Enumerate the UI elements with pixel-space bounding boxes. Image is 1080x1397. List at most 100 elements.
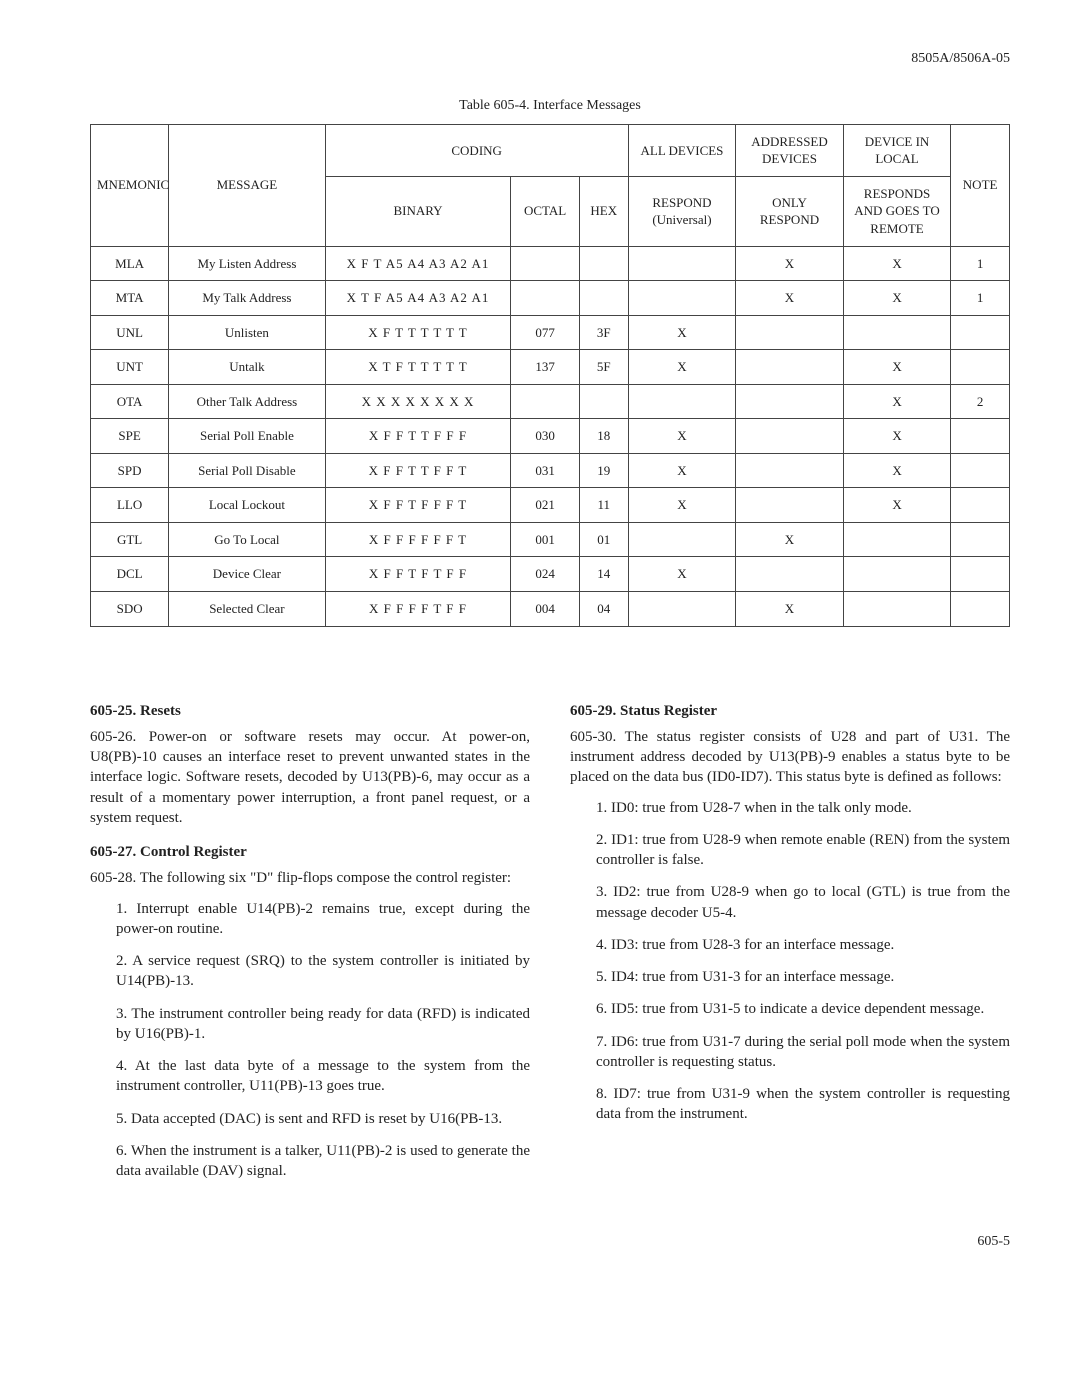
- cell-hex: 01: [579, 522, 628, 557]
- cell-all: X: [628, 315, 736, 350]
- list-item: 2. A service request (SRQ) to the system…: [116, 951, 530, 992]
- cell-msg: Unlisten: [169, 315, 325, 350]
- cell-mnem: SPE: [91, 419, 169, 454]
- th-mnemonic: MNEMONIC: [91, 124, 169, 246]
- cell-addr: X: [736, 522, 844, 557]
- cell-note: [951, 488, 1010, 523]
- cell-all: [628, 591, 736, 626]
- cell-oct: 004: [511, 591, 579, 626]
- cell-hex: 5F: [579, 350, 628, 385]
- cell-oct: [511, 281, 579, 316]
- th-message: MESSAGE: [169, 124, 325, 246]
- cell-note: [951, 419, 1010, 454]
- cell-addr: X: [736, 591, 844, 626]
- cell-msg: Untalk: [169, 350, 325, 385]
- cell-msg: Local Lockout: [169, 488, 325, 523]
- section-title-status-register: 605-29. Status Register: [570, 701, 1010, 721]
- cell-all: X: [628, 557, 736, 592]
- table-row: MTAMy Talk AddressX T F A5 A4 A3 A2 A1XX…: [91, 281, 1010, 316]
- cell-note: 1: [951, 246, 1010, 281]
- left-column: 605-25. Resets 605-26. Power-on or softw…: [90, 687, 530, 1194]
- cell-oct: 077: [511, 315, 579, 350]
- list-item: 4. At the last data byte of a message to…: [116, 1056, 530, 1097]
- cell-addr: [736, 419, 844, 454]
- cell-dev: X: [843, 350, 951, 385]
- cell-hex: 04: [579, 591, 628, 626]
- cell-note: [951, 522, 1010, 557]
- cell-dev: [843, 315, 951, 350]
- cell-dev: X: [843, 246, 951, 281]
- cell-bin: X F T T T T T T: [325, 315, 511, 350]
- table-row: MLAMy Listen AddressX F T A5 A4 A3 A2 A1…: [91, 246, 1010, 281]
- cell-hex: [579, 281, 628, 316]
- section-title-resets: 605-25. Resets: [90, 701, 530, 721]
- cell-oct: [511, 384, 579, 419]
- para-605-26: 605-26. Power-on or software resets may …: [90, 727, 530, 828]
- cell-all: [628, 281, 736, 316]
- cell-msg: Selected Clear: [169, 591, 325, 626]
- cell-bin: X T F T T T T T: [325, 350, 511, 385]
- table-row: UNTUntalkX T F T T T T T1375FXX: [91, 350, 1010, 385]
- cell-addr: [736, 350, 844, 385]
- cell-hex: 11: [579, 488, 628, 523]
- cell-bin: X F F F F T F F: [325, 591, 511, 626]
- list-item: 2. ID1: true from U28-9 when remote enab…: [596, 830, 1010, 871]
- list-item: 7. ID6: true from U31-7 during the seria…: [596, 1032, 1010, 1073]
- cell-oct: 001: [511, 522, 579, 557]
- cell-all: X: [628, 350, 736, 385]
- cell-addr: [736, 384, 844, 419]
- cell-msg: Go To Local: [169, 522, 325, 557]
- para-605-30: 605-30. The status register consists of …: [570, 727, 1010, 788]
- cell-msg: My Listen Address: [169, 246, 325, 281]
- cell-note: 1: [951, 281, 1010, 316]
- cell-note: [951, 591, 1010, 626]
- document-id: 8505A/8506A-05: [90, 50, 1010, 69]
- list-item: 1. Interrupt enable U14(PB)-2 remains tr…: [116, 899, 530, 940]
- cell-all: [628, 522, 736, 557]
- status-register-list: 1. ID0: true from U28-7 when in the talk…: [570, 798, 1010, 1125]
- interface-messages-table: MNEMONIC MESSAGE CODING ALL DEVICES ADDR…: [90, 124, 1010, 627]
- cell-bin: X T F A5 A4 A3 A2 A1: [325, 281, 511, 316]
- para-605-28: 605-28. The following six "D" flip-flops…: [90, 868, 530, 888]
- cell-mnem: LLO: [91, 488, 169, 523]
- cell-mnem: OTA: [91, 384, 169, 419]
- cell-dev: [843, 591, 951, 626]
- cell-bin: X F F T F T F F: [325, 557, 511, 592]
- right-column: 605-29. Status Register 605-30. The stat…: [570, 687, 1010, 1194]
- table-row: UNLUnlistenX F T T T T T T0773FX: [91, 315, 1010, 350]
- th-octal: OCTAL: [511, 176, 579, 246]
- cell-addr: [736, 315, 844, 350]
- th-all-respond: RESPOND (Universal): [628, 176, 736, 246]
- cell-addr: [736, 557, 844, 592]
- cell-addr: [736, 453, 844, 488]
- cell-dev: X: [843, 419, 951, 454]
- cell-bin: X F T A5 A4 A3 A2 A1: [325, 246, 511, 281]
- cell-all: X: [628, 453, 736, 488]
- cell-hex: 3F: [579, 315, 628, 350]
- table-row: SPESerial Poll EnableX F F T T F F F0301…: [91, 419, 1010, 454]
- cell-mnem: UNL: [91, 315, 169, 350]
- table-row: OTAOther Talk AddressX X X X X X X XX2: [91, 384, 1010, 419]
- cell-hex: [579, 246, 628, 281]
- cell-msg: Serial Poll Disable: [169, 453, 325, 488]
- cell-oct: 024: [511, 557, 579, 592]
- body-columns: 605-25. Resets 605-26. Power-on or softw…: [90, 687, 1010, 1194]
- cell-mnem: DCL: [91, 557, 169, 592]
- cell-mnem: GTL: [91, 522, 169, 557]
- cell-bin: X F F T F F F T: [325, 488, 511, 523]
- cell-mnem: MTA: [91, 281, 169, 316]
- th-all-devices: ALL DEVICES: [628, 124, 736, 176]
- cell-dev: [843, 557, 951, 592]
- cell-note: [951, 453, 1010, 488]
- cell-addr: [736, 488, 844, 523]
- table-row: LLOLocal LockoutX F F T F F F T02111XX: [91, 488, 1010, 523]
- table-row: GTLGo To LocalX F F F F F F T00101X: [91, 522, 1010, 557]
- cell-msg: Other Talk Address: [169, 384, 325, 419]
- th-hex: HEX: [579, 176, 628, 246]
- list-item: 4. ID3: true from U28-3 for an interface…: [596, 935, 1010, 955]
- cell-addr: X: [736, 281, 844, 316]
- cell-hex: 19: [579, 453, 628, 488]
- cell-mnem: SPD: [91, 453, 169, 488]
- cell-oct: [511, 246, 579, 281]
- cell-bin: X X X X X X X X: [325, 384, 511, 419]
